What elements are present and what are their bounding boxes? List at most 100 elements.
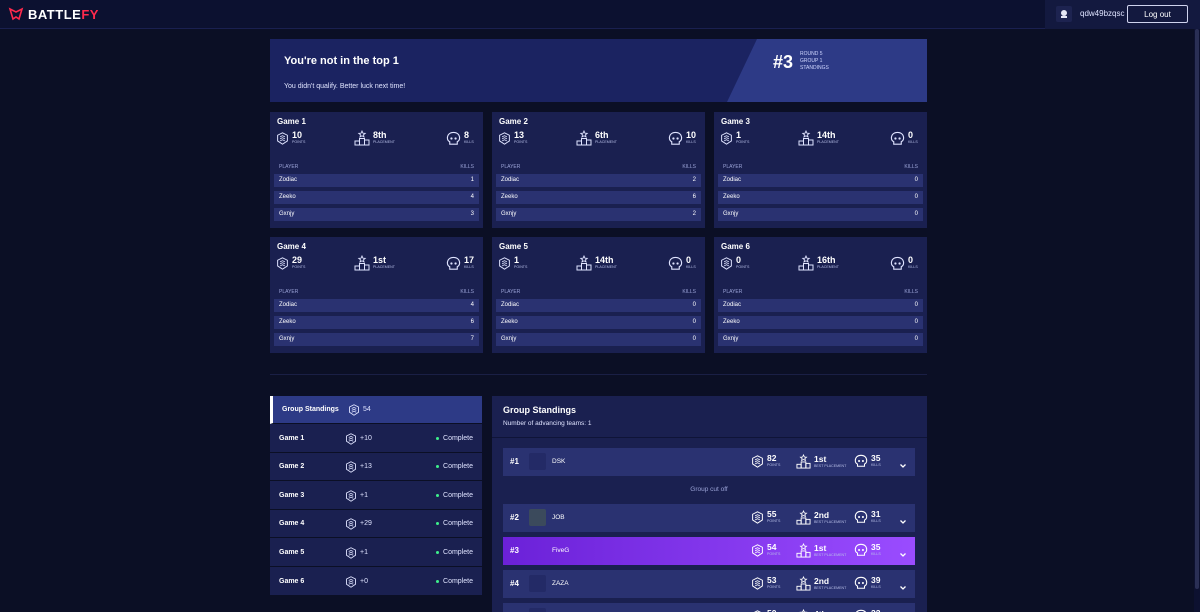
player-name: Zodiac	[501, 177, 520, 183]
team-points: 50POINTS	[751, 609, 780, 612]
nav-item-label: Game 3	[279, 491, 305, 499]
nav-item-game[interactable]: Game 4 +29 Complete	[270, 510, 482, 539]
rank-panel	[727, 39, 927, 102]
game-card: Game 2 13 POINTS 6th PLACEMENT 10 KILLS PLA…	[492, 112, 705, 228]
kills-label: KILLS	[686, 140, 696, 144]
points-label: POINTS	[736, 140, 750, 144]
team-points-value: 55	[767, 509, 777, 519]
nav-item-game[interactable]: Game 3 +1 Complete	[270, 482, 482, 510]
player-kills: 3	[470, 211, 474, 217]
player-name: Gxnjy	[723, 336, 739, 342]
game-kills: 0 KILLS	[890, 130, 918, 146]
points-value: 10	[292, 130, 303, 140]
placement-icon	[796, 543, 811, 558]
player-table-header: PLAYER KILLS	[274, 164, 479, 172]
nav-item-game[interactable]: Game 1 +10 Complete	[270, 425, 482, 453]
best-placement-label: BEST PLACEMENT	[814, 585, 847, 590]
scrollbar-thumb[interactable]	[1195, 29, 1199, 589]
player-row: Zeeko 6	[274, 316, 479, 329]
nav-item-game[interactable]: Game 2 +13 Complete	[270, 453, 482, 482]
player-kills: 1	[470, 177, 474, 183]
team-name: DSK	[552, 458, 566, 465]
team-row[interactable]: #5 50POINTS 4thBEST PLACEMENT 22KILLS	[503, 603, 915, 612]
player-name: Zodiac	[279, 302, 298, 308]
chevron-down-icon[interactable]	[899, 518, 907, 526]
best-placement-label: BEST PLACEMENT	[814, 519, 847, 524]
player-kills: 0	[692, 319, 696, 325]
banner-title: You're not in the top 1	[284, 55, 399, 67]
nav-item-game[interactable]: Game 6 +0 Complete	[270, 568, 482, 596]
placement-value: 14th	[817, 130, 836, 140]
complete-dot-icon	[436, 522, 440, 526]
placement-icon	[354, 130, 370, 146]
player-kills: 0	[692, 302, 696, 308]
game-status: Complete	[436, 520, 473, 527]
page-scrollbar[interactable]	[1194, 29, 1200, 612]
kills-icon	[854, 454, 868, 467]
points-label: POINTS	[767, 585, 781, 589]
points-icon	[346, 461, 356, 473]
team-logo	[529, 509, 546, 526]
complete-dot-icon	[436, 465, 440, 469]
player-kills: 0	[914, 302, 918, 308]
nav-item-label: Game 2	[279, 463, 305, 471]
points-label: POINTS	[292, 265, 306, 269]
chevron-down-icon[interactable]	[899, 551, 907, 559]
kills-icon	[668, 256, 683, 270]
player-row: Zeeko 4	[274, 191, 479, 204]
player-kills: 0	[914, 211, 918, 217]
team-best-placement: 2nd BEST PLACEMENT	[796, 510, 846, 525]
team-row[interactable]: #3 FiveG 54 POINTS 1st BEST PLACEMENT 35 KI…	[503, 537, 915, 565]
kills-value: 17	[464, 255, 475, 265]
chevron-down-icon[interactable]	[899, 462, 907, 470]
placement-value: 6th	[595, 130, 609, 140]
player-column-header: PLAYER	[279, 164, 299, 170]
nav-item-game[interactable]: Game 5 +1 Complete	[270, 539, 482, 567]
points-label: POINTS	[292, 140, 306, 144]
team-points: 53 POINTS	[751, 576, 780, 590]
team-points-value: 50	[767, 609, 780, 612]
avatar[interactable]	[1056, 6, 1072, 22]
team-row[interactable]: #2 JOB 55 POINTS 2nd BEST PLACEMENT 31 KILL…	[503, 504, 915, 532]
game-points: 10 POINTS	[276, 130, 305, 146]
team-row[interactable]: #4 ZAZA 53 POINTS 2nd BEST PLACEMENT 39 KIL…	[503, 570, 915, 598]
player-table-header: PLAYER KILLS	[496, 164, 701, 172]
nav-item-label: Game 5	[279, 549, 305, 556]
team-row[interactable]: #1 DSK 82 POINTS 1st BEST PLACEMENT 35 KILL…	[503, 448, 915, 476]
section-divider	[270, 374, 927, 375]
kills-column-header: KILLS	[904, 164, 918, 170]
logout-button[interactable]: Log out	[1127, 5, 1188, 23]
kills-label: KILLS	[908, 140, 918, 144]
points-icon	[721, 131, 732, 145]
player-row: Zodiac 0	[496, 299, 701, 312]
game-status: Complete	[436, 578, 473, 585]
team-logo	[529, 542, 546, 559]
best-placement-label: BEST PLACEMENT	[814, 552, 847, 557]
player-row: Zodiac 1	[274, 174, 479, 187]
team-kills-value: 35	[871, 453, 881, 463]
team-name: ZAZA	[552, 580, 569, 587]
team-best-value: 1st	[814, 453, 827, 464]
battlefy-logo-icon	[8, 7, 24, 21]
complete-dot-icon	[436, 551, 440, 554]
kills-label: KILLS	[871, 552, 881, 556]
battlefy-logo[interactable]: BATTLEFY	[8, 5, 99, 23]
nav-item-group-standings[interactable]: Group Standings 54	[270, 396, 482, 424]
player-kills: 2	[692, 211, 696, 217]
player-kills: 0	[914, 177, 918, 183]
team-logo	[529, 453, 546, 470]
player-name: Zodiac	[723, 302, 742, 308]
team-points-value: 53	[767, 575, 777, 585]
nav-item-points: +0	[360, 577, 368, 585]
game-title: Game 2	[499, 117, 528, 126]
banner-subtitle: You didn't qualify. Better luck next tim…	[284, 83, 406, 90]
kills-column-header: KILLS	[460, 289, 474, 295]
nav-item-label: Group Standings	[282, 406, 339, 413]
player-column-header: PLAYER	[501, 164, 521, 170]
chevron-down-icon[interactable]	[899, 584, 907, 592]
player-kills: 4	[470, 302, 474, 308]
player-name: Zeeko	[723, 194, 740, 200]
points-icon	[721, 256, 732, 270]
player-row: Zeeko 0	[496, 316, 701, 329]
team-kills: 22KILLS	[854, 609, 881, 612]
